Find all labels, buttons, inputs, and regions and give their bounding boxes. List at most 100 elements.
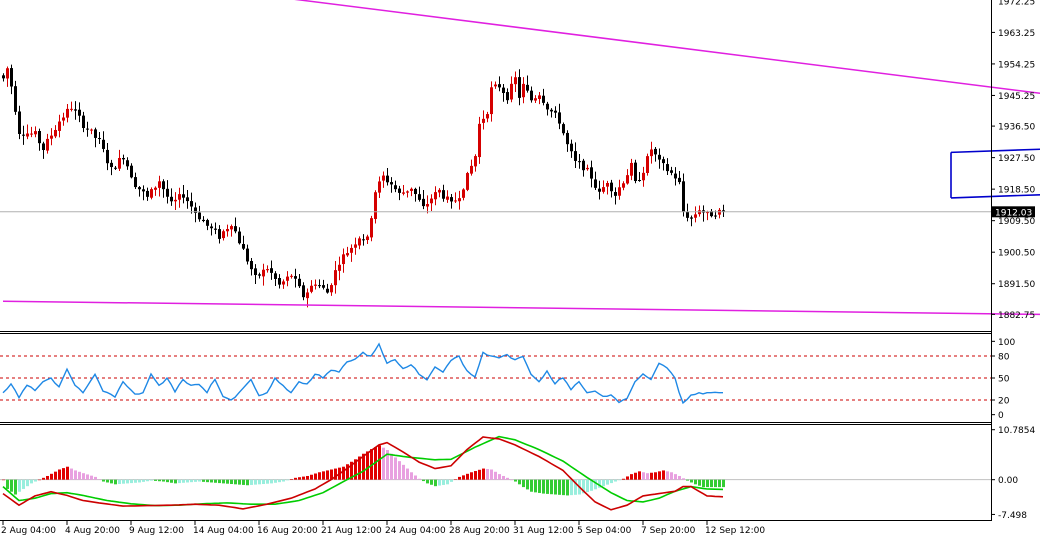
candle <box>70 101 73 112</box>
macd-histogram-bar <box>666 471 669 480</box>
macd-histogram-bar <box>66 466 69 480</box>
candle <box>538 92 541 105</box>
candle <box>50 128 53 146</box>
macd-histogram-bar <box>286 479 289 481</box>
candle <box>670 166 673 176</box>
candle <box>586 164 589 171</box>
macd-histogram-bar <box>326 470 329 480</box>
candle <box>26 124 29 140</box>
candle <box>674 167 677 186</box>
candle <box>654 147 657 162</box>
price-tick-label: 1909.50 <box>998 217 1035 227</box>
macd-histogram-bar <box>414 475 417 480</box>
macd-histogram-bar <box>378 445 381 480</box>
macd-histogram-bar <box>78 471 81 480</box>
macd-histogram-bar <box>630 474 633 480</box>
macd-histogram-bar <box>562 479 565 496</box>
time-tick-label: 31 Aug 12:00 <box>513 526 574 536</box>
price-tick-label: 1963.25 <box>998 29 1035 39</box>
price-tick-label: 1972.25 <box>998 0 1035 7</box>
candle <box>658 148 661 169</box>
macd-histogram-bar <box>538 479 541 493</box>
macd-histogram-bar <box>450 479 453 482</box>
price-overlays <box>2 0 1040 316</box>
macd-histogram-bar <box>722 479 725 488</box>
macd-histogram-bar <box>170 479 173 483</box>
macd-histogram-bar <box>714 479 717 488</box>
candle <box>642 166 645 187</box>
candle <box>162 179 165 198</box>
macd-histogram-bar <box>310 474 313 480</box>
candle <box>706 210 709 221</box>
candle <box>298 274 301 288</box>
candle <box>518 69 521 106</box>
macd-histogram-bar <box>346 464 349 480</box>
candle <box>38 128 41 151</box>
macd-histogram-bar <box>402 464 405 480</box>
trendline-support <box>2 300 1040 316</box>
candle <box>30 126 33 138</box>
rsi-panel[interactable] <box>0 0 991 405</box>
candle <box>342 248 345 273</box>
candle <box>490 81 493 122</box>
macd-histogram-bar <box>534 479 537 493</box>
macd-histogram-bar <box>430 479 433 485</box>
rsi-tick-label: 100 <box>998 338 1015 348</box>
macd-histogram-bar <box>74 470 77 480</box>
rsi-tick-label: 20 <box>998 397 1010 407</box>
macd-histogram-bar <box>158 479 161 482</box>
macd-histogram-bar <box>274 479 277 483</box>
macd-histogram-bar <box>110 479 113 484</box>
candle <box>370 215 373 242</box>
macd-histogram-bar <box>90 475 93 480</box>
candle <box>462 188 465 201</box>
candle <box>74 101 77 120</box>
candle <box>598 180 601 200</box>
macd-histogram-bar <box>442 479 445 485</box>
candle <box>422 190 425 210</box>
candle <box>66 104 69 123</box>
candle <box>454 192 457 204</box>
candle <box>394 180 397 193</box>
price-panel[interactable] <box>0 0 1040 317</box>
candle <box>470 159 473 176</box>
macd-histogram-bar <box>106 479 109 483</box>
macd-histogram-bar <box>234 479 237 485</box>
macd-histogram-bar <box>350 461 353 480</box>
macd-histogram-bar <box>342 466 345 480</box>
candle <box>662 156 665 171</box>
candle <box>398 185 401 201</box>
price-tick-label: 1927.50 <box>998 154 1035 164</box>
candle <box>638 172 641 182</box>
candle <box>122 154 125 165</box>
candle <box>282 279 285 289</box>
candle <box>710 208 713 218</box>
macd-histogram-bar <box>610 479 613 484</box>
macd-histogram-bar <box>318 472 321 480</box>
candle <box>314 279 317 290</box>
macd-histogram-bar <box>38 479 41 481</box>
macd-histogram-bar <box>102 479 105 482</box>
candle <box>218 225 221 244</box>
price-tick-label: 1954.25 <box>998 60 1035 70</box>
candle <box>474 154 477 172</box>
time-tick-label: 4 Aug 20:00 <box>65 526 120 536</box>
candle <box>210 223 213 236</box>
macd-histogram-bar <box>206 479 209 483</box>
candle <box>302 282 305 301</box>
macd-histogram <box>2 445 725 496</box>
macd-histogram-bar <box>662 470 665 480</box>
macd-histogram-bar <box>622 478 625 480</box>
candle <box>542 88 545 106</box>
candle <box>130 163 133 179</box>
macd-histogram-bar <box>498 474 501 480</box>
price-tick-label: 1891.50 <box>998 280 1035 290</box>
candle <box>6 66 9 87</box>
macd-histogram-bar <box>614 479 617 482</box>
macd-histogram-bar <box>554 479 557 495</box>
macd-tick-label: 0.00 <box>998 476 1018 486</box>
candle <box>366 234 369 245</box>
candle <box>514 71 517 93</box>
macd-histogram-bar <box>642 472 645 480</box>
macd-panel[interactable] <box>0 435 991 511</box>
